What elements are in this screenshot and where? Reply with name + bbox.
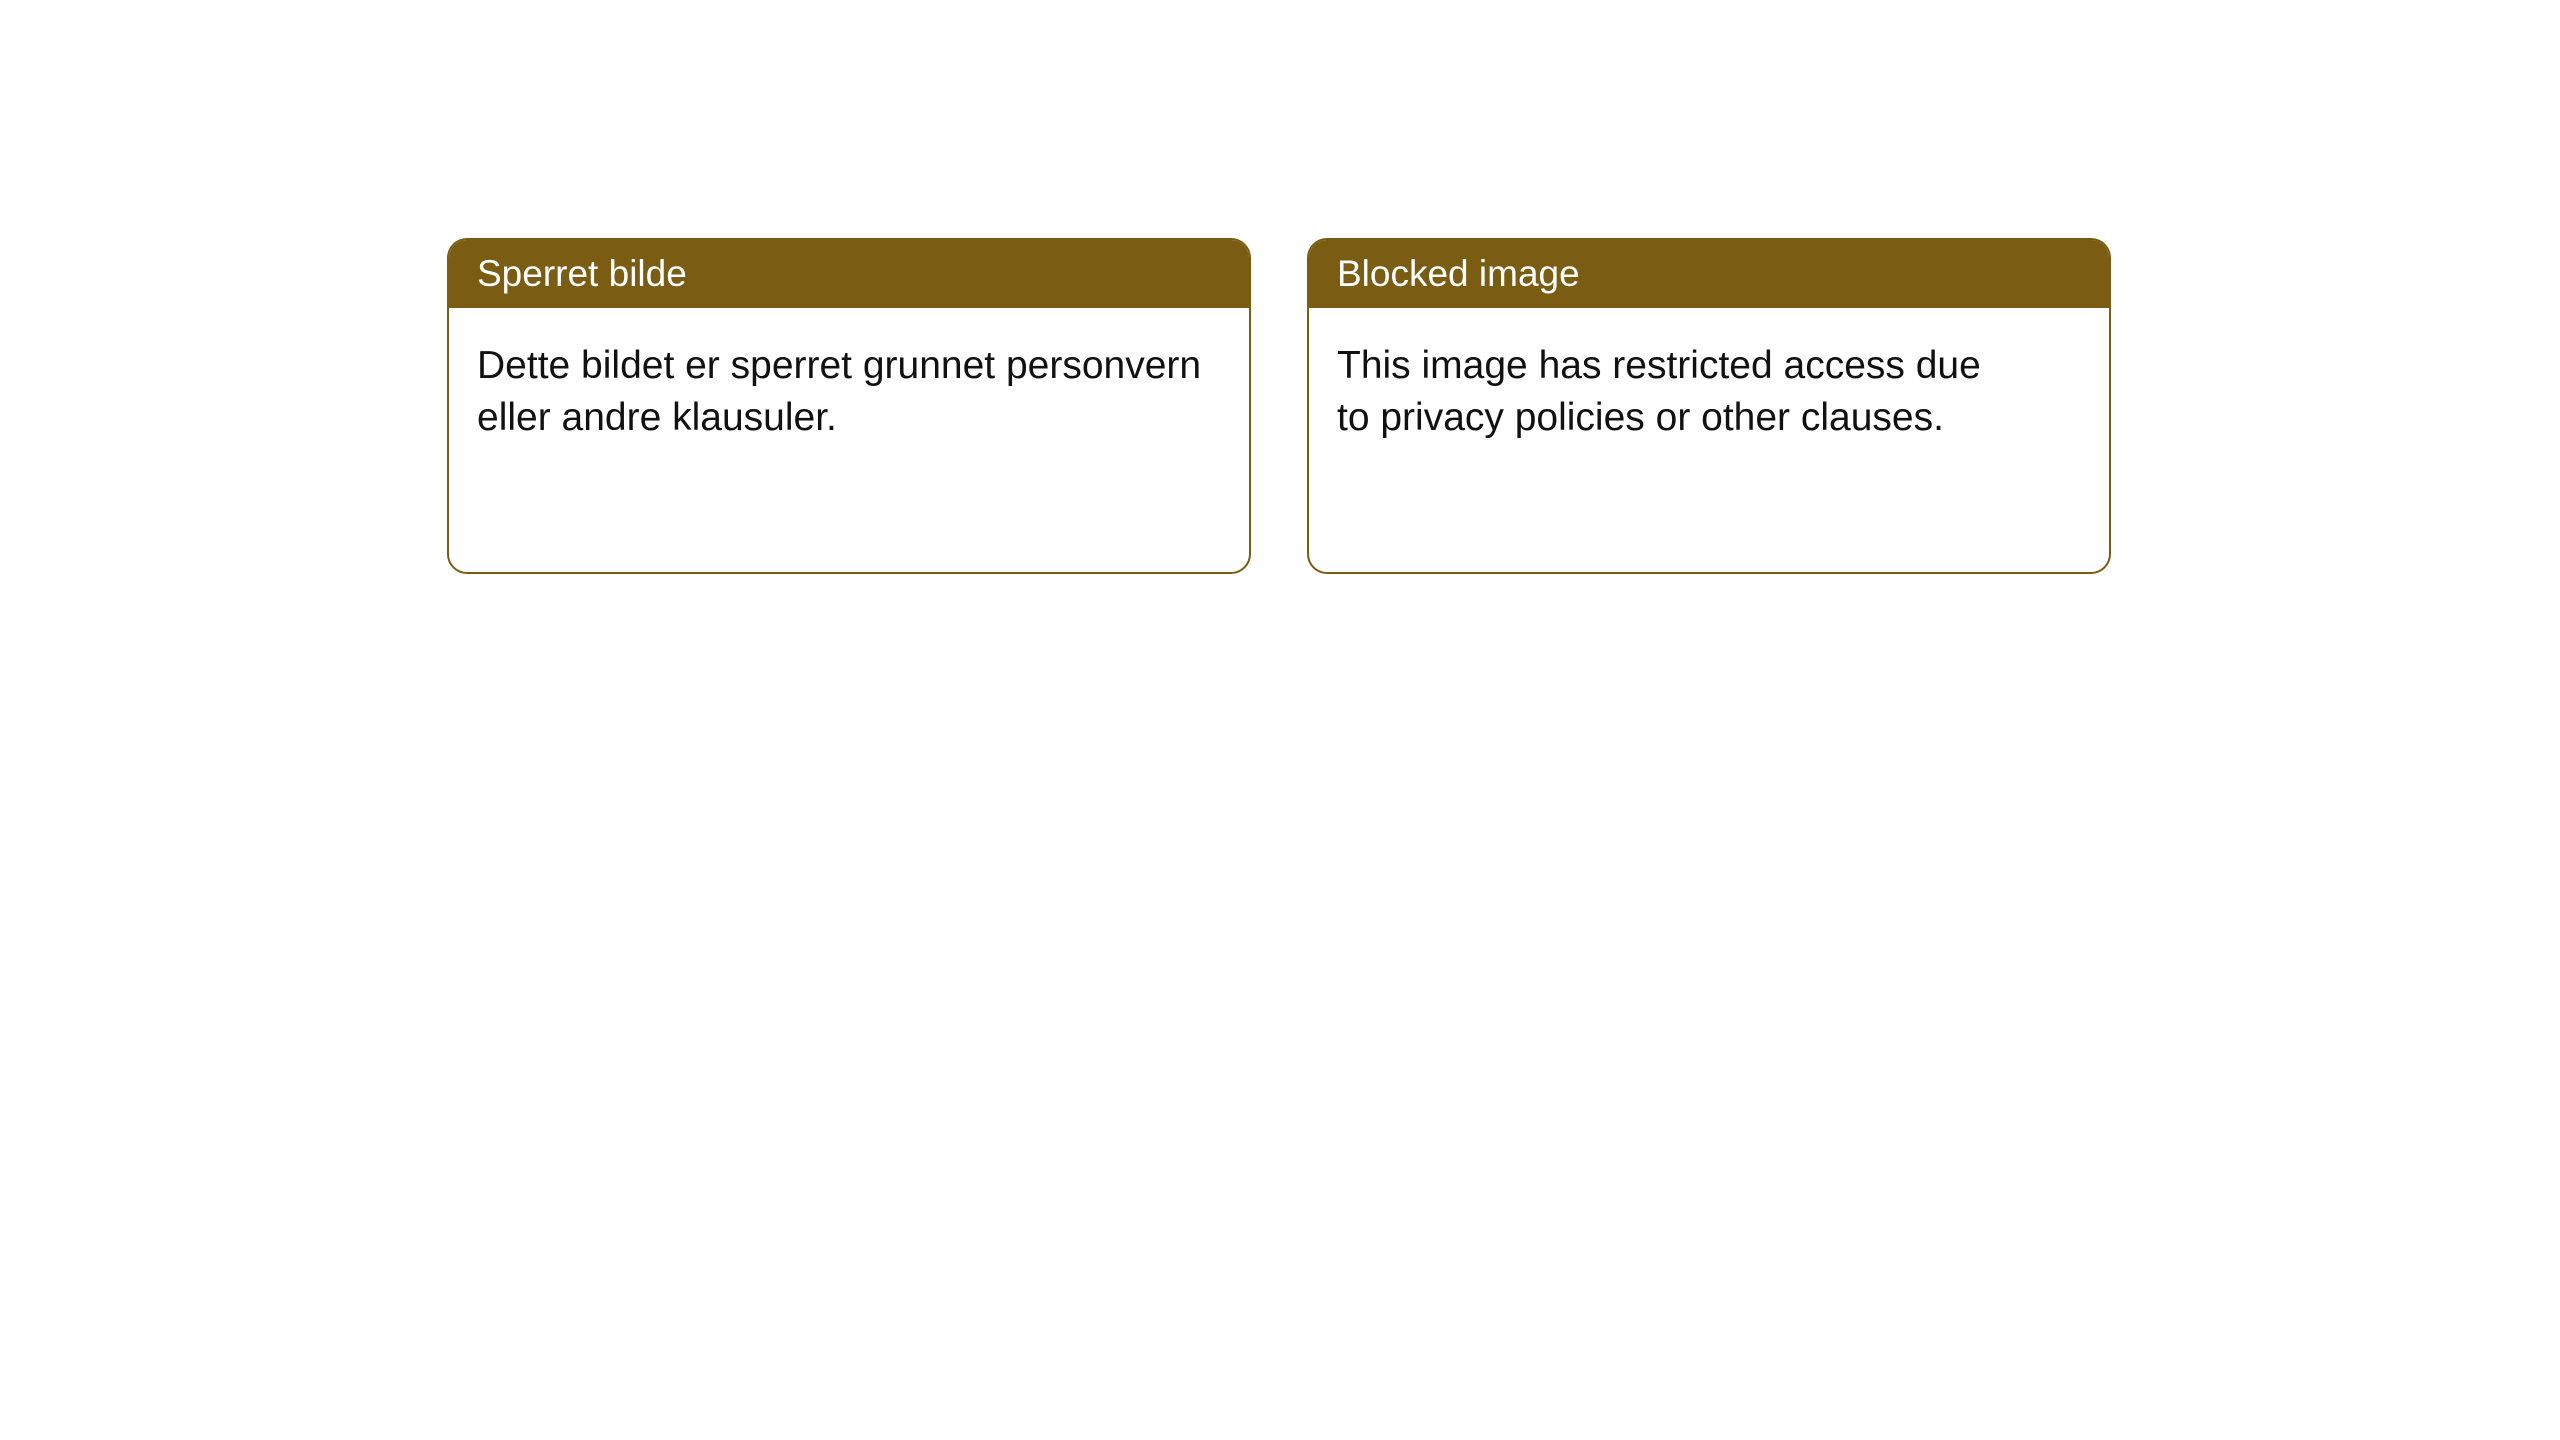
notice-body-no: Dette bildet er sperret grunnet personve… bbox=[449, 308, 1249, 475]
notice-title-no: Sperret bilde bbox=[449, 240, 1249, 308]
notice-title-en: Blocked image bbox=[1309, 240, 2109, 308]
notice-card-en: Blocked image This image has restricted … bbox=[1307, 238, 2111, 574]
notice-body-en: This image has restricted access due to … bbox=[1309, 308, 2009, 475]
notice-card-no: Sperret bilde Dette bildet er sperret gr… bbox=[447, 238, 1251, 574]
notice-container: Sperret bilde Dette bildet er sperret gr… bbox=[0, 0, 2560, 574]
